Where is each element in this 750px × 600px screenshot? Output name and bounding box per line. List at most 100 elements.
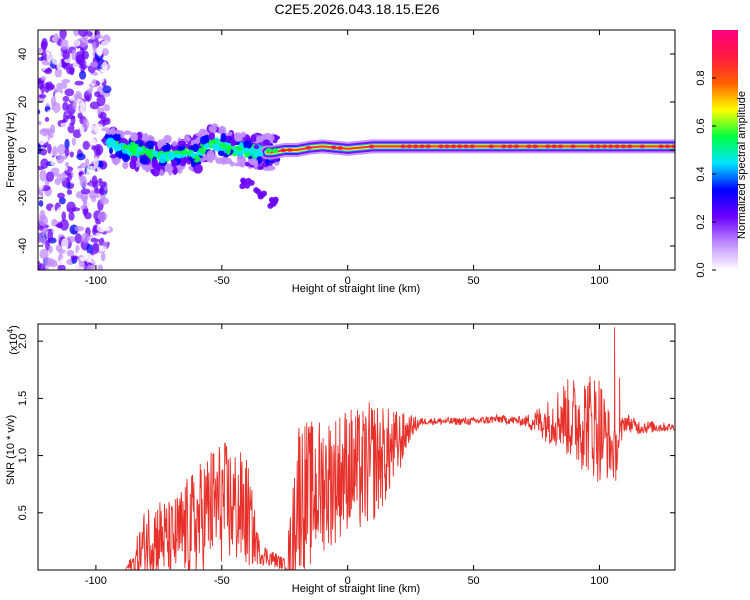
spectrogram-cell bbox=[129, 147, 136, 153]
spectrogram-cell bbox=[73, 170, 79, 182]
spectrogram-cell bbox=[121, 154, 131, 161]
snr-scale-exponent: 4 bbox=[6, 328, 15, 333]
spectrogram-cell bbox=[102, 241, 109, 248]
spectrogram-cell bbox=[85, 252, 92, 263]
spectrogram-cell bbox=[206, 149, 215, 159]
snr-series-line bbox=[38, 327, 675, 570]
spectrogram-cell bbox=[96, 94, 106, 107]
spectrogram-cell bbox=[62, 50, 71, 60]
spectrogram-cell bbox=[58, 249, 66, 254]
spectrogram-cell bbox=[38, 214, 48, 227]
snr-scale-suffix: ) bbox=[8, 325, 20, 329]
spectrogram-cell bbox=[56, 260, 67, 266]
spectrogram-cell bbox=[330, 145, 337, 150]
spectrogram-cell bbox=[626, 144, 633, 149]
spectrogram-cell bbox=[58, 165, 69, 172]
spectrogram-cell bbox=[257, 151, 264, 157]
spectrogram-cell bbox=[220, 143, 227, 149]
spectrogram-cell bbox=[247, 158, 256, 164]
spectrogram-cell bbox=[94, 188, 103, 194]
spectrogram-cell bbox=[74, 233, 82, 244]
spectrogram-panel: -100 -50 0 50 100 -40 -20 0 20 40 Height of stra… bbox=[5, 29, 676, 295]
spectrogram-cell bbox=[190, 139, 200, 146]
spectrogram-cell bbox=[99, 112, 107, 119]
y-tick-label: 0 bbox=[17, 147, 29, 153]
spectrogram-cell bbox=[171, 159, 178, 168]
spectrogram-cell bbox=[151, 158, 159, 169]
spectrogram-cell bbox=[78, 30, 88, 37]
x-tick-label: 100 bbox=[590, 275, 608, 287]
spectrogram-cell bbox=[91, 41, 97, 51]
spectrogram-cell bbox=[56, 154, 65, 164]
spectrogram-cell bbox=[267, 134, 275, 142]
spectrogram-cell bbox=[41, 38, 48, 50]
spectrogram-cell bbox=[80, 188, 91, 195]
spectrogram-cell bbox=[337, 146, 344, 150]
spectrogram-cell bbox=[463, 144, 470, 149]
spectrogram-cell bbox=[73, 39, 81, 47]
spectrogram-cell bbox=[218, 125, 227, 136]
spectrogram-cell bbox=[166, 152, 173, 158]
spectrogram-cell bbox=[193, 163, 203, 174]
spectrogram-cell bbox=[71, 137, 76, 146]
spectrogram-cell bbox=[74, 167, 85, 172]
spectrogram-cell bbox=[92, 242, 100, 255]
spectrogram-cell bbox=[40, 76, 47, 81]
spectrogram-cell bbox=[184, 134, 190, 142]
spectrogram-cell bbox=[236, 146, 243, 152]
spectrogram-cell bbox=[195, 132, 206, 137]
spectrogram-cell bbox=[614, 144, 621, 149]
spectrogram-cell bbox=[42, 227, 48, 234]
spectrogram-cell bbox=[88, 48, 94, 55]
spectrogram-cell bbox=[97, 211, 108, 222]
spectrogram-cell bbox=[218, 150, 225, 157]
spectrogram-cell bbox=[664, 144, 671, 149]
spectrogram-cell bbox=[71, 48, 77, 61]
spectrogram-cell bbox=[38, 200, 44, 207]
spectrogram-cell bbox=[368, 144, 375, 149]
spectrogram-cell bbox=[66, 235, 76, 243]
spectrogram-cell bbox=[198, 147, 205, 153]
spectrogram-cell bbox=[91, 145, 96, 151]
spectrogram-cell bbox=[86, 151, 94, 159]
y-tick-label: 2.0 bbox=[17, 334, 29, 349]
spectrogram-cell bbox=[60, 122, 70, 128]
spectrogram-cell bbox=[95, 232, 103, 240]
spectrogram-cell bbox=[72, 129, 82, 139]
spectrogram-cell bbox=[150, 168, 155, 174]
spectrogram-cell bbox=[249, 147, 256, 153]
spectrogram-cell bbox=[102, 47, 109, 57]
spectrogram-cell bbox=[78, 70, 87, 80]
spectrogram-cell bbox=[175, 153, 182, 159]
spectrogram-cell bbox=[122, 144, 129, 150]
spectrogram-cell bbox=[48, 245, 53, 254]
spectrogram-cell bbox=[203, 135, 208, 144]
spectrogram-cell bbox=[159, 169, 164, 177]
spectrogram-cell bbox=[38, 47, 43, 53]
spectrogram-cell bbox=[177, 140, 187, 147]
spectrogram-cell bbox=[38, 31, 45, 36]
spectrogram-cell bbox=[50, 167, 60, 174]
spectrogram-cell bbox=[139, 155, 149, 165]
colorbar-label: Normalized spectral amplitude bbox=[736, 91, 748, 239]
spectrogram-cell bbox=[85, 59, 92, 67]
spectrogram-cell bbox=[87, 39, 94, 44]
spectrogram-cell bbox=[162, 145, 171, 151]
spectrogram-cell bbox=[115, 144, 122, 150]
spectrogram-cell bbox=[601, 144, 608, 149]
spectrogram-cell bbox=[64, 148, 70, 157]
spectrogram-cell bbox=[75, 191, 84, 199]
spectrogram-cell bbox=[54, 67, 62, 79]
spectrogram-cell bbox=[181, 149, 188, 155]
spectrogram-cell bbox=[40, 158, 49, 169]
colorbar-strip bbox=[712, 30, 738, 270]
spectrogram-cell bbox=[607, 144, 614, 149]
spectrogram-cell bbox=[507, 144, 514, 149]
spectrogram-cell bbox=[100, 40, 111, 49]
spectrogram-marks bbox=[38, 30, 675, 270]
spectrogram-cell bbox=[102, 61, 108, 72]
snr-y-ticks: 0.5 1.0 1.5 2.0 bbox=[17, 334, 675, 520]
spectrogram-cell bbox=[272, 148, 279, 154]
spectrogram-cell bbox=[64, 138, 70, 150]
spectrogram-cell bbox=[172, 166, 178, 176]
